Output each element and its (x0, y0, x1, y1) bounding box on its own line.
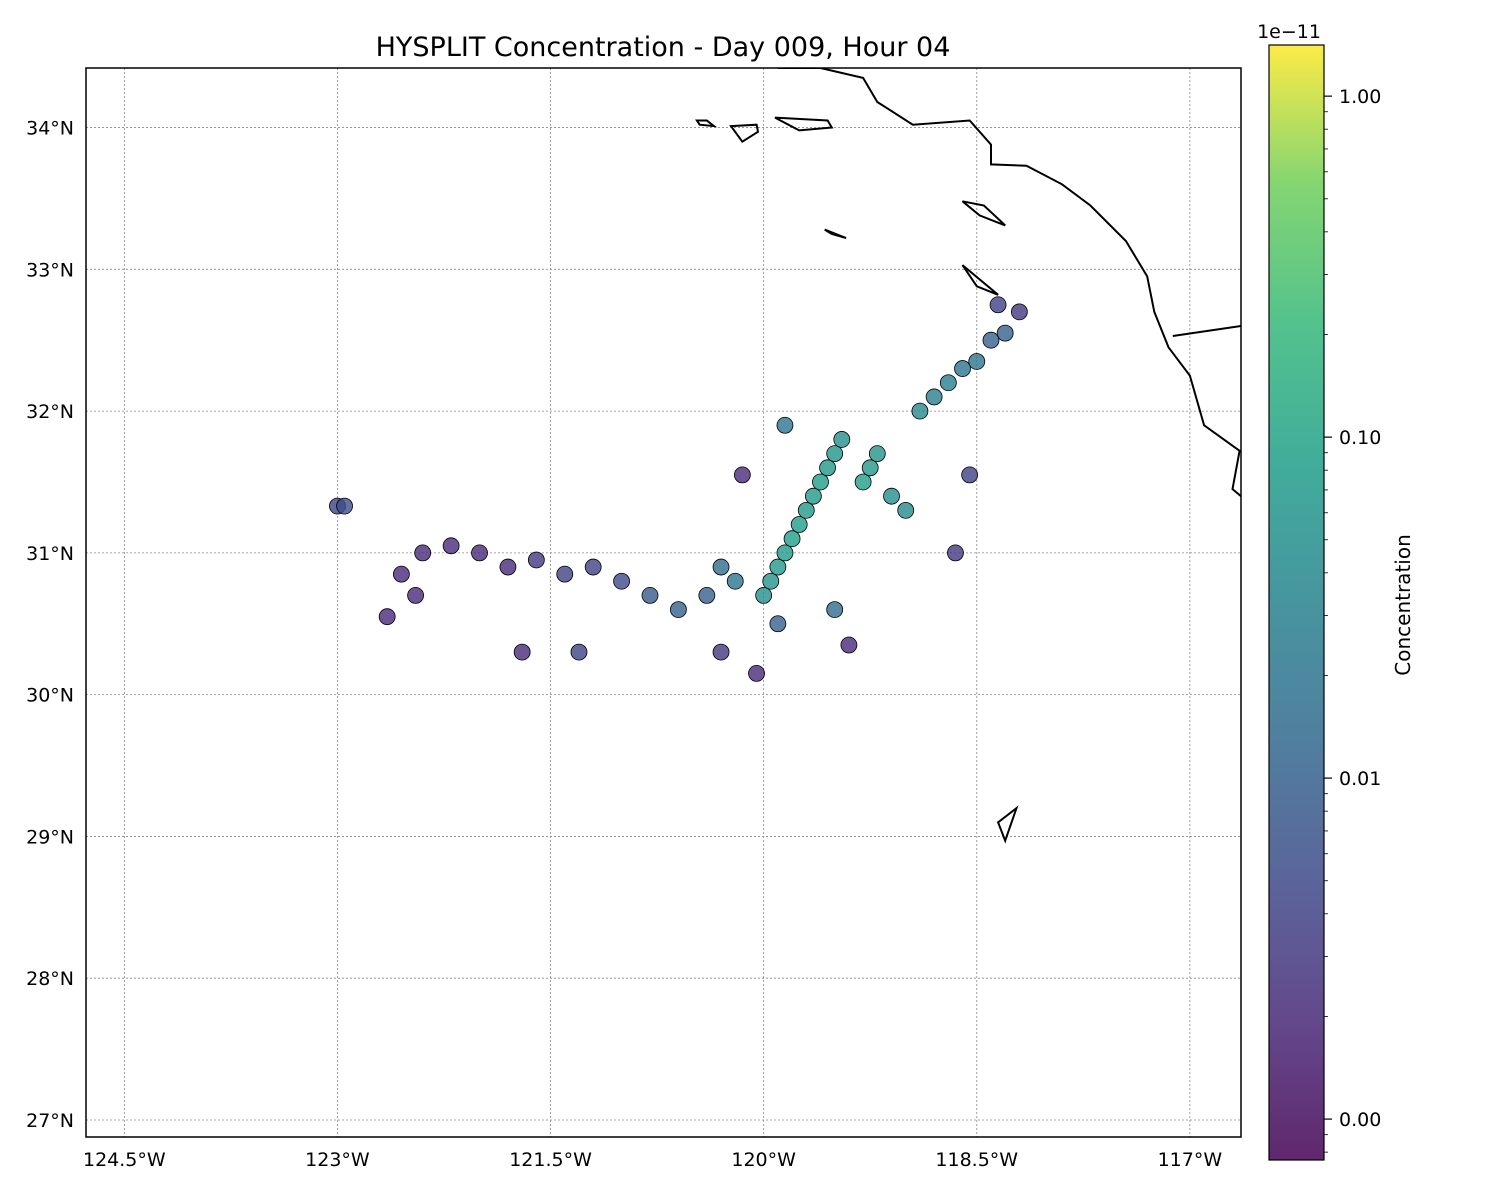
concentration-point (641, 587, 659, 604)
concentration-point (769, 558, 787, 576)
concentration-point (776, 544, 794, 562)
concentration-point (733, 466, 751, 484)
concentration-point (911, 402, 929, 420)
concentration-point (939, 374, 957, 392)
latitude-tick-labels: 34°N 33°N 32°N 31°N 30°N 29°N 28°N 27°N (26, 118, 74, 1132)
island-outline (695, 119, 718, 128)
concentration-point (670, 601, 687, 618)
concentration-point (414, 544, 432, 562)
lon-tick-label: 118.5°W (935, 1149, 1018, 1171)
gridlines (86, 68, 1241, 1137)
concentration-point (1010, 303, 1028, 321)
lon-tick-label: 120°W (731, 1149, 796, 1171)
concentration-point (712, 643, 730, 661)
island-outline (774, 116, 834, 132)
concentration-point (868, 445, 886, 463)
lat-tick-label: 33°N (26, 259, 74, 281)
lat-tick-label: 27°N (26, 1110, 74, 1132)
concentration-point (712, 558, 730, 576)
concentration-point (826, 445, 844, 463)
concentration-point (954, 360, 971, 377)
longitude-tick-labels: 124.5°W 123°W 121.5°W 120°W 118.5°W 117°W (83, 1149, 1222, 1171)
concentration-point (570, 643, 588, 661)
concentration-point (378, 608, 396, 626)
concentration-point (471, 544, 488, 562)
concentration-point (883, 487, 900, 505)
colorbar-tick-label: 0.00 (1339, 1109, 1381, 1131)
concentration-point (556, 565, 574, 583)
colorbar-gradient (1269, 45, 1324, 1160)
lat-tick-label: 32°N (26, 401, 74, 423)
lat-tick-label: 30°N (26, 685, 74, 707)
concentration-point (996, 324, 1014, 342)
concentration-point (989, 296, 1007, 314)
concentration-point (783, 530, 801, 548)
concentration-point (584, 558, 602, 576)
colorbar-ticks: 1.00 0.10 0.01 0.00 (1324, 86, 1381, 1153)
island-outline (961, 264, 999, 296)
lon-tick-label: 117°W (1158, 1149, 1223, 1171)
island-outline (996, 805, 1019, 844)
international-border (1172, 325, 1241, 337)
concentration-point (613, 572, 630, 590)
concentration-point (698, 587, 716, 604)
concentration-point (819, 459, 836, 477)
concentration-point (726, 572, 744, 590)
concentration-point (961, 466, 979, 484)
concentration-point (947, 544, 964, 562)
colorbar-tick-label: 0.10 (1339, 427, 1381, 449)
concentration-point (840, 636, 858, 654)
lat-tick-label: 34°N (26, 118, 74, 140)
concentration-point (797, 501, 815, 519)
concentration-point (769, 615, 787, 633)
colorbar-label: Concentration (1391, 534, 1415, 675)
colorbar-offset-text: 1e−11 (1257, 21, 1321, 43)
concentration-point (762, 572, 780, 590)
concentration-point (527, 551, 545, 569)
concentration-point (748, 664, 765, 682)
concentration-point (407, 587, 424, 604)
colorbar: 1e−11 1.00 0.10 0.01 0.00 Concentration (1257, 21, 1415, 1161)
map-axes[interactable]: 124.5°W 123°W 121.5°W 120°W 118.5°W 117°W 34°… (26, 67, 1258, 1171)
lon-tick-label: 124.5°W (83, 1149, 166, 1171)
lon-tick-label: 121.5°W (509, 1149, 592, 1171)
island-outline (961, 200, 1006, 227)
coastline-layer (695, 68, 1241, 844)
lat-tick-label: 31°N (26, 543, 74, 565)
map-frame (85, 67, 1242, 1138)
island-outline (729, 123, 760, 144)
chart-title: HYSPLIT Concentration - Day 009, Hour 04 (376, 32, 951, 63)
lon-tick-label: 123°W (305, 1149, 370, 1171)
concentration-point (336, 497, 353, 515)
colorbar-frame (1268, 44, 1325, 1161)
concentration-point (833, 431, 851, 448)
concentration-point (499, 558, 517, 576)
concentration-point (826, 601, 844, 618)
concentration-point (790, 516, 808, 533)
concentration-point (442, 537, 460, 555)
island-outline (824, 228, 847, 240)
concentration-point (392, 565, 410, 583)
concentration-plume (329, 296, 1028, 682)
concentration-point (861, 459, 879, 477)
concentration-point (982, 331, 1000, 349)
coastline (777, 68, 1241, 498)
lat-tick-label: 28°N (26, 968, 74, 990)
concentration-point (968, 353, 986, 370)
concentration-point (513, 643, 531, 661)
concentration-point (804, 487, 822, 505)
concentration-point (812, 473, 829, 491)
concentration-point (897, 501, 915, 519)
concentration-point (755, 587, 773, 604)
colorbar-tick-label: 1.00 (1339, 86, 1381, 108)
concentration-point (925, 388, 943, 406)
concentration-point (854, 473, 872, 491)
colorbar-tick-label: 0.01 (1339, 768, 1381, 790)
concentration-point (776, 416, 794, 434)
lat-tick-label: 29°N (26, 826, 74, 848)
